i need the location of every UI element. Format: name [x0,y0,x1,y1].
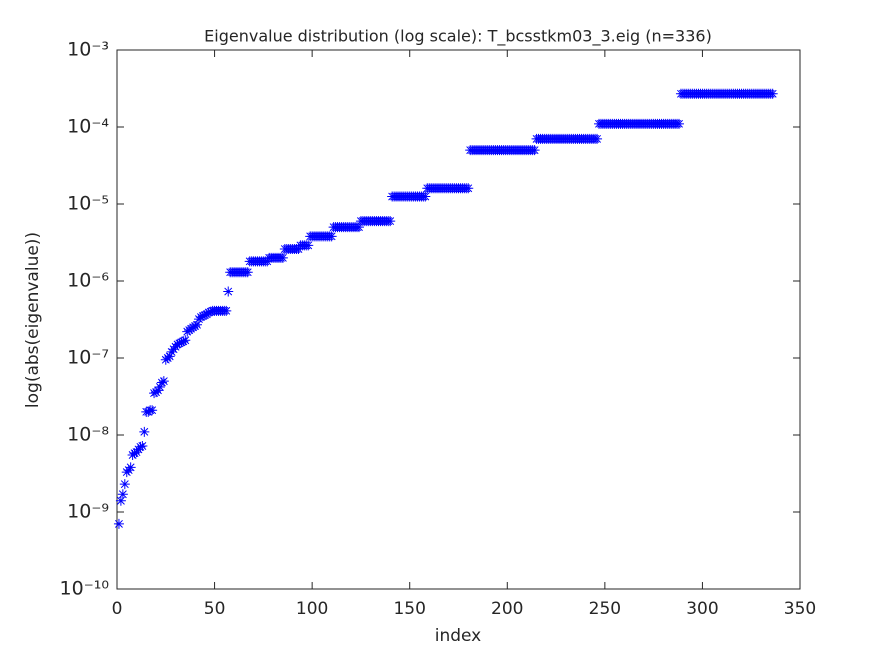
point [205,306,216,317]
y-tick-label: 10⁻⁴ [67,116,109,138]
point [117,489,128,500]
point [129,448,140,459]
point [223,286,234,297]
y-tick-label: 10⁻⁸ [67,424,109,446]
x-axis-label: index [435,626,482,646]
y-axis-label: log(abs(eigenvalue)) [23,232,43,408]
point [242,267,253,278]
point [154,382,165,393]
point [221,305,232,316]
point [199,310,210,321]
point [172,339,183,350]
y-tick-label: 10⁻⁵ [67,193,109,215]
chart-title: Eigenvalue distribution (log scale): T_b… [204,27,712,47]
point [125,462,136,473]
point [178,336,189,347]
x-tick-label: 250 [589,599,621,619]
point [174,338,185,349]
point [463,183,474,194]
point [592,133,603,144]
point [149,388,160,399]
point [197,311,208,322]
point [119,479,130,490]
x-tick-label: 200 [491,599,523,619]
x-tick-label: 150 [393,599,425,619]
point [262,256,273,267]
point [293,244,304,255]
point [195,312,206,323]
y-tick-label: 10⁻⁹ [67,501,109,523]
y-tick-label: 10⁻⁶ [67,270,109,292]
x-tick-label: 0 [112,599,123,619]
point [131,447,142,458]
point [277,252,288,263]
point [135,441,146,452]
y-tick-label: 10⁻¹⁰ [60,578,109,600]
point [158,376,169,387]
point [139,426,150,437]
point [113,518,124,529]
y-tick-label: 10⁻³ [67,39,109,61]
point [176,337,187,348]
point [115,495,126,506]
point [529,145,540,156]
point [166,346,177,357]
point [353,222,364,233]
point [767,88,778,99]
y-tick-label: 10⁻⁷ [67,347,109,369]
x-tick-label: 100 [296,599,328,619]
x-tick-label: 50 [204,599,226,619]
point [303,240,314,251]
point [420,191,431,202]
point [147,405,158,416]
point [123,465,134,476]
x-tick-label: 350 [784,599,816,619]
point [385,216,396,227]
point [674,118,685,129]
point [192,319,203,330]
point [180,335,191,346]
point [203,307,214,318]
point [137,440,148,451]
point [164,351,175,362]
x-tick-label: 300 [686,599,718,619]
point [152,385,163,396]
axes-box [116,49,801,590]
point [326,231,337,242]
